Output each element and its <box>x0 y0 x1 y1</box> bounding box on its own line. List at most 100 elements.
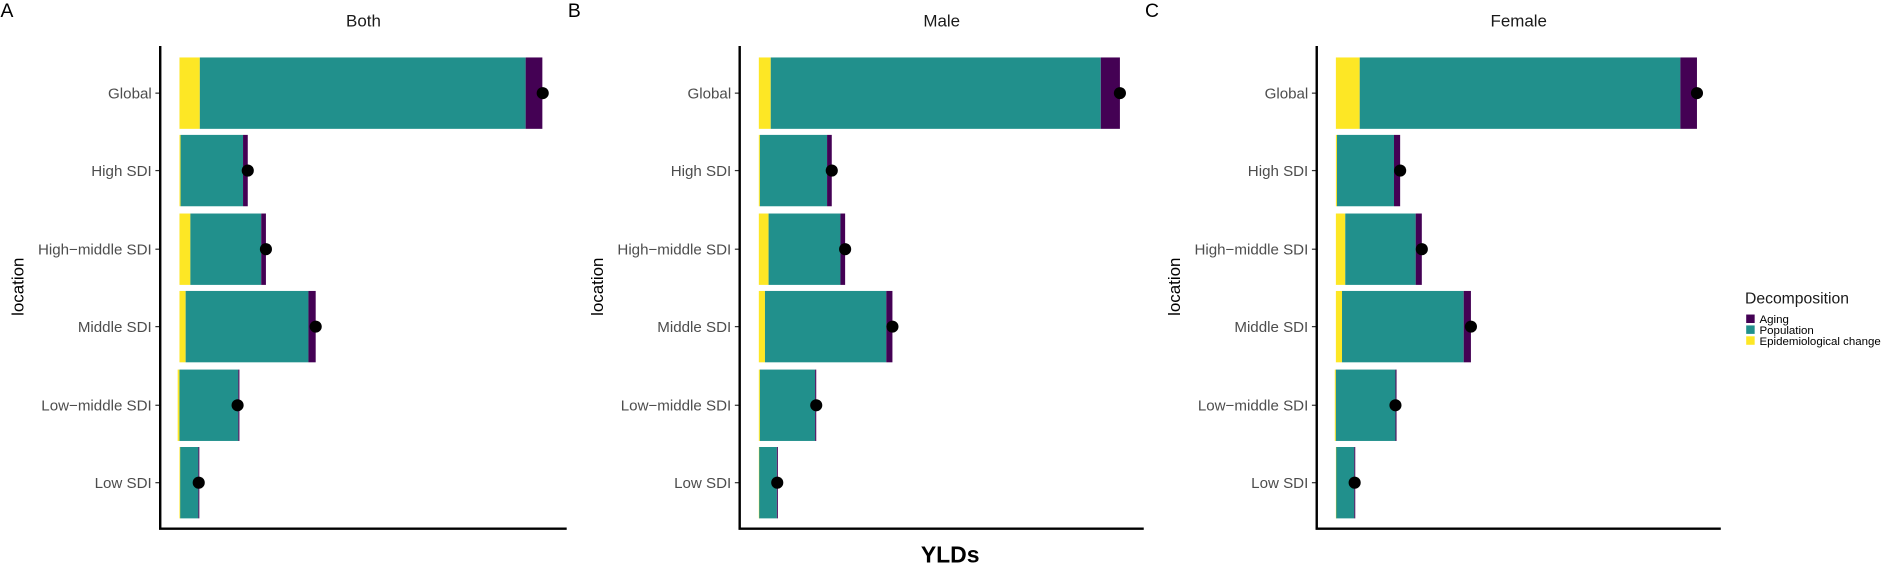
bar-group-2 <box>758 213 852 285</box>
bar-group-4 <box>177 369 244 441</box>
bar-segment-population <box>180 447 199 519</box>
total-point <box>192 476 205 489</box>
total-point <box>231 399 244 412</box>
bar-group-1 <box>1335 134 1407 207</box>
bar-group-4 <box>758 369 823 441</box>
y-tick-label: Low SDI <box>1251 475 1308 492</box>
bar-segment-aging <box>1100 57 1120 129</box>
total-point <box>1415 243 1428 256</box>
legend-label: Population <box>1760 325 1814 337</box>
y-tick-label: Low−middle SDI <box>621 398 731 415</box>
bar-segment-population <box>764 290 887 363</box>
bar-group-5 <box>1335 447 1361 519</box>
total-point <box>309 320 322 333</box>
bar-segment-population <box>1336 447 1355 519</box>
bar-segment-population <box>1359 57 1681 129</box>
bar-segment-epidemiological-change <box>177 369 180 441</box>
total-point <box>1113 87 1126 100</box>
panel-tag: A <box>1 0 14 22</box>
bar-segment-epidemiological-change <box>1335 57 1360 129</box>
total-point <box>1389 399 1402 412</box>
bar-segment-epidemiological-change <box>179 447 181 519</box>
total-point <box>536 87 549 100</box>
y-axis-label: location <box>588 258 607 316</box>
total-point <box>241 164 254 177</box>
bar-segment-aging <box>1680 57 1697 129</box>
bar-segment-epidemiological-change <box>1335 290 1343 363</box>
y-tick-label: High−middle SDI <box>38 242 152 259</box>
bar-group-0 <box>179 57 549 129</box>
y-tick-label: Low−middle SDI <box>41 398 151 415</box>
panel-tag: C <box>1145 0 1159 22</box>
bar-segment-population <box>190 213 262 285</box>
total-point <box>259 243 272 256</box>
y-tick-label: Middle SDI <box>1234 319 1308 336</box>
legend-label: Aging <box>1760 314 1789 326</box>
y-axis-label: location <box>9 258 28 316</box>
y-tick-label: High−middle SDI <box>617 242 731 259</box>
bar-segment-population <box>180 134 244 207</box>
bar-group-3 <box>758 290 899 363</box>
panel-title: Male <box>923 12 960 31</box>
bar-segment-epidemiological-change <box>758 369 760 441</box>
y-tick-label: Low SDI <box>674 475 731 492</box>
y-tick-label: Middle SDI <box>657 319 731 336</box>
y-tick-label: High SDI <box>91 163 151 180</box>
bar-segment-population <box>759 369 816 441</box>
y-tick-label: High SDI <box>671 163 731 180</box>
panel-male: B Male location Global High SDI High−middle S… <box>568 0 1144 530</box>
bar-group-1 <box>758 134 838 207</box>
bar-group-5 <box>179 447 205 519</box>
y-tick-label: Low−middle SDI <box>1198 398 1308 415</box>
panel-tag: B <box>568 0 581 22</box>
bar-segment-population <box>759 447 777 519</box>
bar-segment-epidemiological-change <box>179 213 191 285</box>
bar-segment-epidemiological-change <box>179 290 186 363</box>
bar-segment-population <box>1336 134 1395 207</box>
panel-title: Both <box>346 12 381 31</box>
panel-both: A Both location Global High SDI High−middle S… <box>1 0 567 530</box>
total-point <box>1394 164 1407 177</box>
bar-segment-population <box>185 290 309 363</box>
bar-segment-epidemiological-change <box>1335 134 1337 207</box>
y-axis-label: location <box>1165 258 1184 316</box>
bar-segment-epidemiological-change <box>758 134 760 207</box>
legend-swatch-epidemiological-change <box>1746 336 1755 345</box>
bar-group-5 <box>758 447 784 519</box>
total-point <box>771 476 784 489</box>
bar-group-3 <box>179 290 322 363</box>
panel-title: Female <box>1491 12 1547 31</box>
bar-segment-population <box>770 57 1101 129</box>
bar-segment-epidemiological-change <box>1334 369 1336 441</box>
legend: Decomposition AgingPopulationEpidemiolog… <box>1745 291 1881 348</box>
legend-swatch-population <box>1746 325 1755 334</box>
bar-group-0 <box>1335 57 1704 129</box>
bar-group-2 <box>1335 213 1428 285</box>
bar-segment-epidemiological-change <box>758 290 765 363</box>
bar-segment-population <box>1335 369 1396 441</box>
bar-segment-population <box>768 213 841 285</box>
y-tick-label: High−middle SDI <box>1194 242 1308 259</box>
bar-segment-epidemiological-change <box>758 57 771 129</box>
panel-female: C Female location Global High SDI High−middle… <box>1145 0 1721 530</box>
total-point <box>839 243 852 256</box>
y-tick-label: Low SDI <box>95 475 152 492</box>
y-tick-label: High SDI <box>1248 163 1308 180</box>
total-point <box>825 164 838 177</box>
total-point <box>1464 320 1477 333</box>
bar-group-1 <box>179 134 254 207</box>
bar-segment-aging <box>525 57 543 129</box>
bar-segment-epidemiological-change <box>758 213 769 285</box>
legend-swatch-aging <box>1746 314 1755 324</box>
bar-segment-population <box>759 134 828 207</box>
total-point <box>1348 476 1361 489</box>
total-point <box>810 399 823 412</box>
y-tick-label: Global <box>1265 86 1309 103</box>
bar-segment-epidemiological-change <box>1335 213 1346 285</box>
bar-segment-population <box>199 57 526 129</box>
bar-group-3 <box>1335 290 1477 363</box>
bar-segment-population <box>1342 290 1464 363</box>
bar-segment-population <box>1345 213 1416 285</box>
legend-label: Epidemiological change <box>1760 336 1881 348</box>
